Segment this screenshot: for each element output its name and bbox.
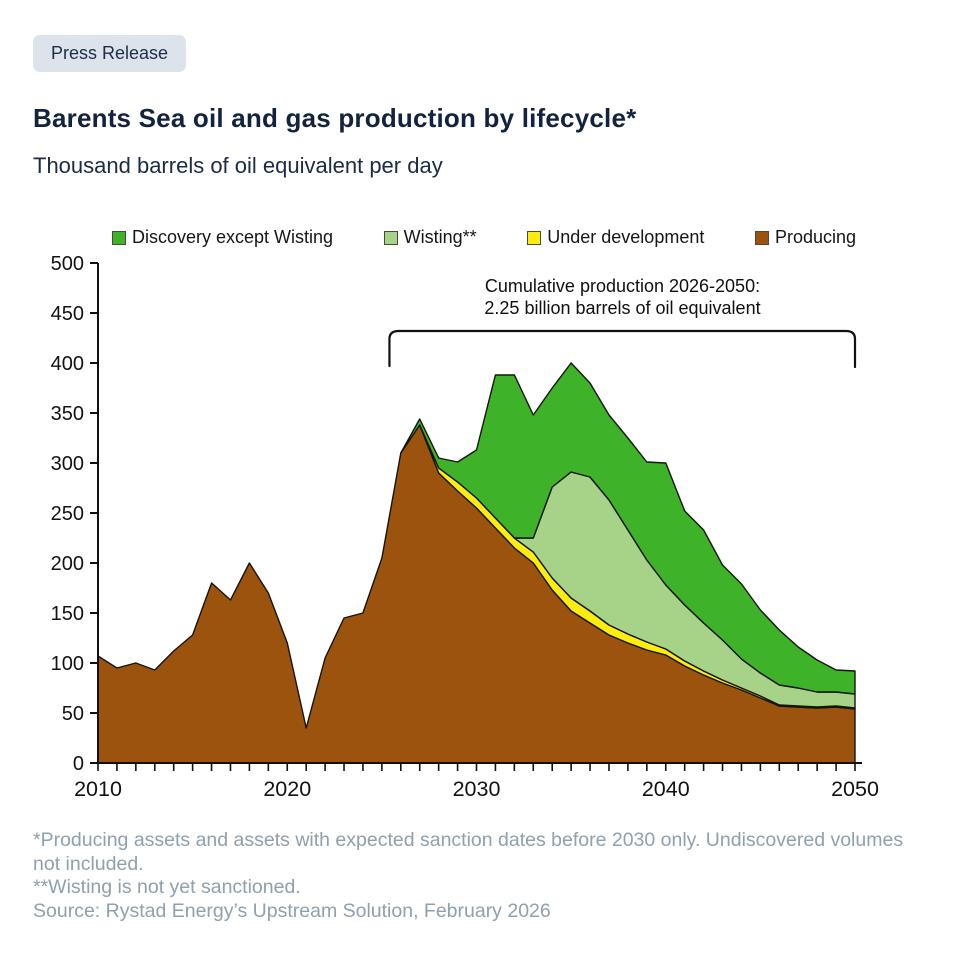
legend-item-under-development: Under development (527, 227, 704, 248)
legend-label-wisting: Wisting** (403, 227, 477, 247)
legend-label-producing: Producing (774, 227, 856, 247)
x-tick-label: 2040 (642, 777, 690, 801)
x-tick-label: 2030 (453, 777, 501, 801)
y-tick-label: 200 (51, 553, 84, 575)
legend-swatch-under-development (527, 230, 542, 245)
y-tick-label: 400 (51, 353, 84, 375)
cumulative-annotation: Cumulative production 2026-2050: 2.25 bi… (385, 275, 860, 319)
y-tick-label: 300 (51, 453, 84, 475)
y-tick-label: 350 (51, 403, 84, 425)
footnote-producing: *Producing assets and assets with expect… (33, 829, 904, 875)
legend-label-under-development: Under development (547, 227, 705, 247)
y-tick-label: 100 (51, 653, 84, 675)
chart-legend: Discovery except Wisting Wisting** Under d… (112, 227, 856, 248)
legend-item-discovery-except-wisting: Discovery except Wisting (112, 227, 333, 248)
x-tick-label: 2050 (831, 777, 879, 801)
legend-swatch-discovery-except-wisting (112, 230, 126, 245)
x-tick-label: 2020 (263, 777, 311, 801)
legend-label-discovery-except-wisting: Discovery except Wisting (132, 227, 334, 247)
chart-title: Barents Sea oil and gas production by li… (33, 103, 637, 133)
chart-subtitle: Thousand barrels of oil equivalent per d… (33, 153, 443, 178)
footnote-wisting: **Wisting is not yet sanctioned. (33, 876, 301, 898)
y-tick-label: 450 (51, 303, 84, 325)
x-tick-label: 2010 (74, 777, 122, 801)
y-tick-label: 50 (62, 703, 84, 725)
legend-swatch-wisting (383, 230, 398, 245)
y-tick-label: 500 (51, 253, 84, 275)
cumulative-bracket (388, 329, 857, 369)
legend-item-producing: Producing (754, 227, 856, 248)
press-release-badge: Press Release (33, 35, 187, 72)
annotation-line-1: Cumulative production 2026-2050: (484, 276, 761, 296)
y-tick-label: 0 (73, 753, 84, 775)
footnotes: *Producing assets and assets with expect… (33, 829, 926, 923)
area-discovery-except-wisting (400, 362, 856, 695)
source-line: Source: Rystad Energy’s Upstream Solutio… (33, 899, 551, 922)
annotation-line-2: 2.25 billion barrels of oil equivalent (484, 298, 761, 318)
y-tick-label: 150 (51, 603, 84, 625)
y-tick-label: 250 (51, 503, 84, 525)
stacked-area-chart: 0 50 100 150 200 250 300 350 400 450 500 2010 2020 20… (51, 253, 879, 801)
legend-item-wisting: Wisting** (383, 227, 477, 248)
legend-swatch-producing (754, 230, 769, 245)
